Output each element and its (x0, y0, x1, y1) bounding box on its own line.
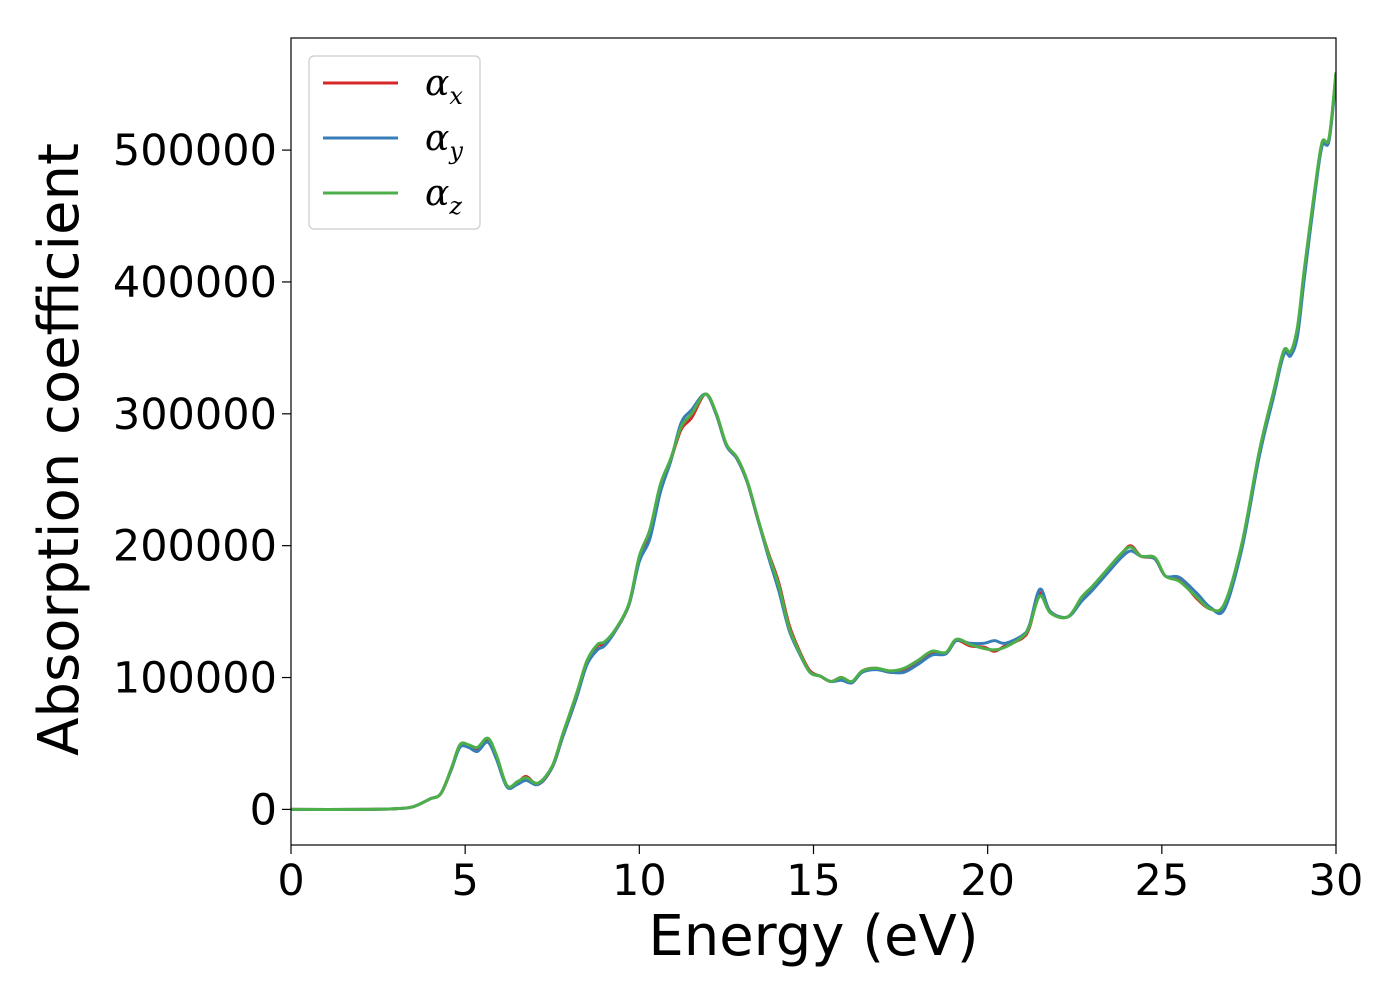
y-tick-label: 0 (250, 785, 277, 835)
x-tick-label: 20 (960, 856, 1015, 906)
legend-label-subscript: x (449, 82, 463, 110)
legend-label-subscript: z (448, 192, 462, 220)
y-tick-label: 200000 (113, 522, 277, 572)
series-line-alpha-z (291, 72, 1336, 811)
x-tick-label: 25 (1134, 856, 1189, 906)
x-tick-label: 30 (1309, 856, 1364, 906)
x-tick-label: 10 (612, 856, 667, 906)
legend-label-symbol: α (425, 173, 449, 214)
legend-label-alpha-x: αx (425, 63, 463, 110)
legend-label-alpha-z: αz (425, 173, 462, 220)
x-tick-label: 5 (451, 856, 478, 906)
legend-box (308, 55, 481, 230)
y-axis-title: Absorption coefficient (27, 143, 92, 756)
legend-label-symbol: α (425, 118, 449, 159)
y-tick-label: 400000 (113, 258, 277, 308)
legend-label-symbol: α (425, 63, 449, 104)
x-axis: 0 5 10 15 20 25 30 (277, 845, 1363, 906)
y-tick-label: 300000 (113, 390, 277, 440)
y-tick-label: 500000 (113, 126, 277, 176)
x-axis-title: Energy (eV) (648, 904, 978, 969)
x-tick-label: 0 (277, 856, 304, 906)
legend-label-alpha-y: αy (425, 118, 463, 165)
x-tick-label: 15 (786, 856, 841, 906)
series-layer (291, 72, 1336, 811)
y-tick-label: 100000 (113, 654, 277, 704)
legend-label-subscript: y (448, 137, 463, 165)
y-axis: 0 100000 200000 300000 400000 500000 (113, 126, 291, 835)
